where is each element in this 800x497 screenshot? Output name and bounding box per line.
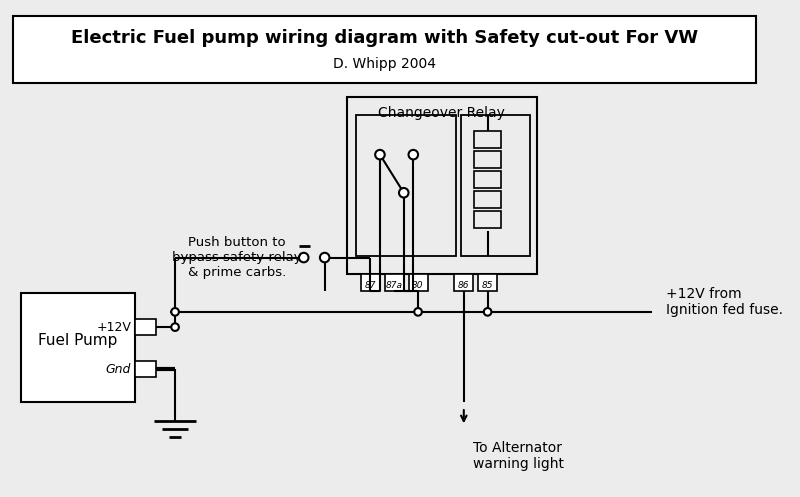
Text: Changeover Relay: Changeover Relay	[378, 106, 506, 120]
Bar	[346, 97, 537, 274]
Circle shape	[171, 324, 179, 331]
Text: 85: 85	[482, 281, 494, 290]
Bar	[474, 171, 501, 188]
Bar	[13, 16, 756, 83]
Text: Electric Fuel pump wiring diagram with Safety cut-out For VW: Electric Fuel pump wiring diagram with S…	[71, 29, 698, 47]
Text: Gnd: Gnd	[106, 362, 131, 376]
Text: 30: 30	[412, 281, 424, 290]
Bar	[474, 211, 501, 228]
Circle shape	[409, 150, 418, 160]
Bar	[454, 274, 474, 291]
Bar	[385, 274, 404, 291]
Text: D. Whipp 2004: D. Whipp 2004	[334, 57, 436, 71]
Text: Push button to
bypass safety relay
& prime carbs.: Push button to bypass safety relay & pri…	[172, 236, 302, 279]
Bar	[135, 361, 156, 377]
Bar	[135, 320, 156, 335]
Bar	[474, 191, 501, 208]
Bar	[461, 115, 530, 255]
Text: 87: 87	[365, 281, 376, 290]
Circle shape	[299, 253, 309, 262]
Bar	[474, 131, 501, 148]
Bar	[361, 274, 380, 291]
Circle shape	[399, 188, 409, 197]
Circle shape	[484, 308, 491, 316]
Text: To Alternator
warning light: To Alternator warning light	[474, 440, 564, 471]
Bar	[356, 115, 456, 255]
Text: +12V: +12V	[96, 321, 131, 333]
Circle shape	[414, 308, 422, 316]
Text: Fuel Pump: Fuel Pump	[38, 333, 118, 348]
Bar	[478, 274, 497, 291]
Text: 86: 86	[458, 281, 470, 290]
Circle shape	[320, 253, 330, 262]
Bar	[474, 151, 501, 168]
Text: 87a: 87a	[386, 281, 402, 290]
Bar	[409, 274, 427, 291]
Circle shape	[171, 308, 179, 316]
Circle shape	[375, 150, 385, 160]
Text: +12V from
Ignition fed fuse.: +12V from Ignition fed fuse.	[666, 287, 782, 318]
Bar	[21, 293, 135, 403]
